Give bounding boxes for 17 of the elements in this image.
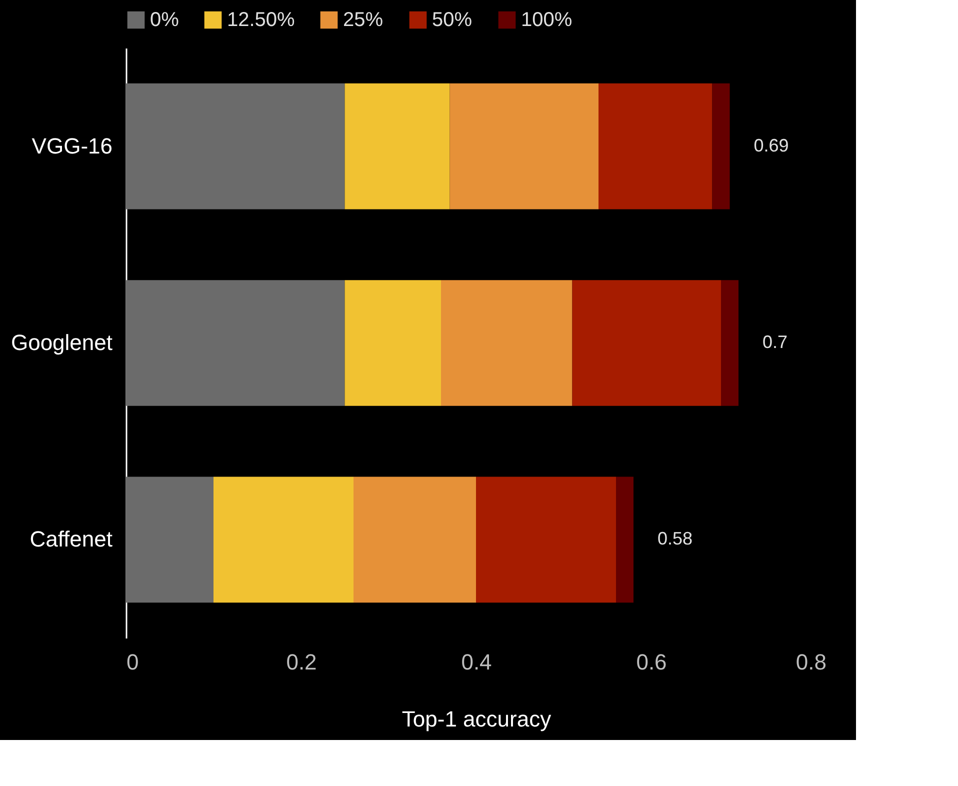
x-axis-title: Top-1 accuracy bbox=[402, 706, 552, 732]
y-tick-label: Caffenet bbox=[30, 526, 112, 552]
legend-label: 100% bbox=[521, 9, 572, 31]
x-tick-label: 0.2 bbox=[286, 650, 317, 674]
total-label: 0.7 bbox=[762, 332, 788, 352]
total-label: 0.69 bbox=[754, 135, 789, 156]
legend-label: 0% bbox=[150, 9, 180, 31]
x-tick-label: 0.8 bbox=[796, 650, 826, 674]
y-tick-label: VGG-16 bbox=[32, 133, 112, 158]
total-label: 0.58 bbox=[658, 528, 693, 549]
x-tick-label: 0.4 bbox=[461, 650, 492, 674]
x-tick-label: 0.6 bbox=[636, 650, 667, 674]
y-tick-label: Googlenet bbox=[10, 330, 112, 355]
legend-label: 12.50% bbox=[227, 9, 296, 31]
x-tick-label: 0 bbox=[126, 650, 139, 674]
legend-label: 50% bbox=[432, 9, 472, 31]
legend-label: 25% bbox=[343, 9, 384, 31]
